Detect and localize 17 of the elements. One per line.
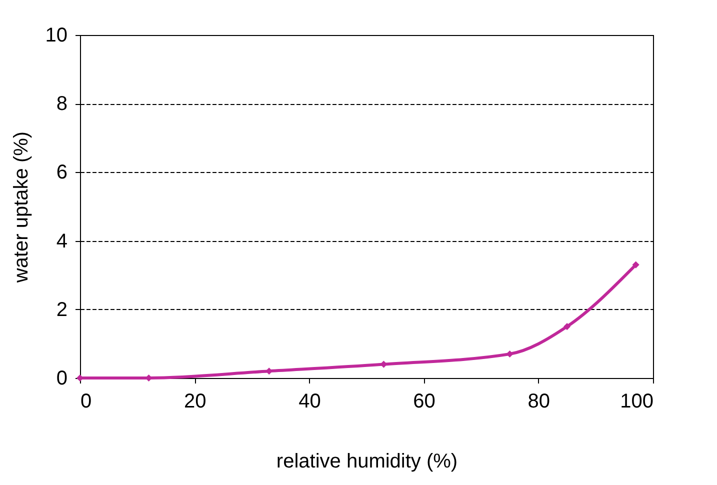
x-tick-label: 60 [413,390,436,412]
x-tick-label: 80 [528,390,550,412]
y-tick-label: 2 [56,298,68,321]
y-tick-label: 6 [56,162,68,184]
y-axis-title: water uptake (%) [10,131,32,284]
point [564,323,571,330]
x-tick-label: 100 [620,390,654,412]
y-tick-label: 0 [56,368,68,390]
x-axis-title: relative humidity (%) [276,450,458,472]
x-tick-label: 40 [298,390,321,412]
point [632,261,640,268]
y-tick-label: 8 [56,93,68,116]
point [506,350,514,358]
y-tick-label: 4 [56,230,68,252]
x-tick-label: 20 [184,390,206,412]
x-tick-label: 0 [80,390,92,412]
y-tick-label: 10 [45,24,68,46]
